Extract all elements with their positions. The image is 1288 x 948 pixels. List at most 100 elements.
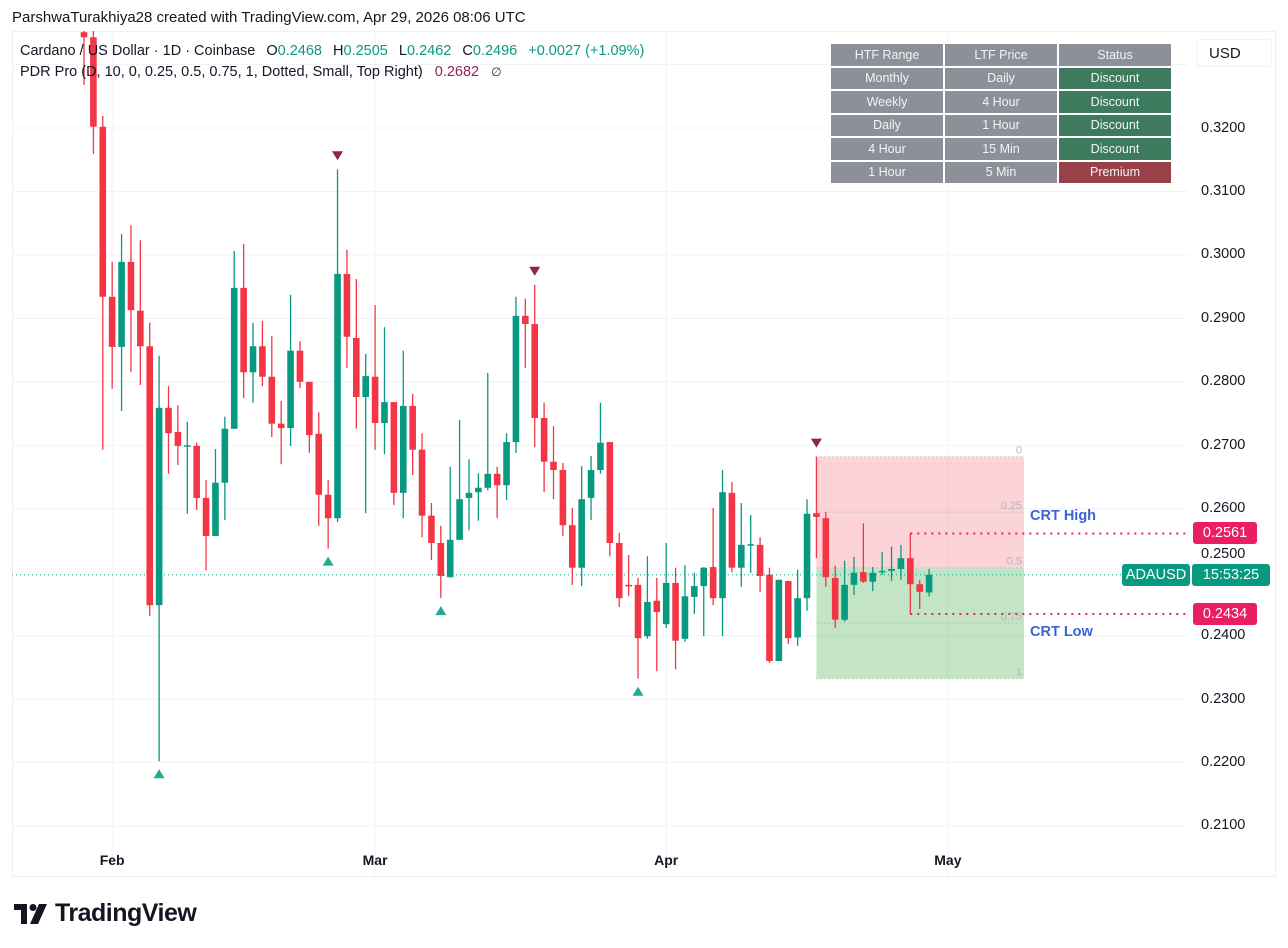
table-header: HTF Range [831,44,943,66]
logo-text: TradingView [55,899,197,927]
candle-bearish [80,31,88,85]
candle-bearish [568,508,576,585]
candle-bullish [925,568,933,597]
candle-bullish [249,322,257,403]
candle-bearish [90,31,97,155]
candle-bullish [794,569,801,646]
indicator-value: 0.2682 [434,64,480,80]
candle-body [512,315,520,443]
candle-body [446,539,454,578]
candle-bullish [503,433,510,500]
currency-button[interactable]: USD [1196,39,1272,67]
candle-bearish [822,511,830,587]
tradingview-logo[interactable]: TradingView [14,899,197,928]
candle-bearish [418,433,426,538]
legend-symbol-row: Cardano / US Dollar · 1D · Coinbase O0.2… [20,41,644,62]
candle-body [691,586,698,597]
candle-bearish [202,480,210,571]
candle-body [869,572,877,582]
pdr-level-label: 1 [1016,667,1022,679]
candle-body [719,492,726,599]
candle-bullish [287,294,294,446]
candle-bullish [399,350,407,519]
candle-body [803,513,811,599]
table-row: Weekly 4 Hour Discount [831,91,1171,113]
candle-body [841,584,848,620]
candle-body [484,473,492,488]
candle-body [399,405,407,493]
candle-body [390,402,398,493]
price-axis-label: 0.2800 [1201,373,1246,390]
candle-body [662,582,670,625]
candle-bullish [644,556,651,639]
candle-bearish [296,341,304,389]
candle-body [775,579,783,661]
candle-body [625,584,632,587]
candle-body [531,324,539,418]
table-row: 4 Hour 15 Min Discount [831,138,1171,160]
candle-body [709,567,717,599]
plot-area: 0 0.25 0.5 0.75 1 [12,31,1188,779]
candle-bearish [784,581,792,644]
candle-body [644,601,651,637]
candle-bearish [860,523,867,583]
candle-bearish [709,508,717,606]
price-axis-label: 0.2700 [1201,436,1246,453]
candle-body [860,572,867,582]
candle-bullish [850,556,858,595]
pivot-high-down-triangle-icon [529,266,541,276]
candle-body [672,582,679,641]
candle-bullish [700,567,708,637]
candle-body [503,442,510,486]
candle-body [371,376,379,424]
candle-bullish [878,551,886,575]
candle-bearish [728,482,736,573]
candle-body [878,570,886,573]
candle-body [813,513,820,517]
candle-bullish [747,515,754,573]
candle-bullish [897,544,905,580]
candle-bearish [193,442,200,510]
crt-high-price-tag: 0.2561 [1193,522,1257,544]
pivot-high-down-triangle-icon [332,151,344,161]
candle-bearish [756,537,764,592]
candle-bearish [371,305,379,450]
symbol-title[interactable]: Cardano / US Dollar · 1D · Coinbase [20,43,256,59]
candle-bearish [615,532,623,608]
candle-bearish [437,525,445,599]
candle-bearish [277,400,285,465]
chart-pane[interactable] [12,31,1276,877]
crt-low-price-tag: 0.2434 [1193,603,1257,625]
candle-body [90,37,97,127]
candle-body [165,407,172,434]
crt-low-label: CRT Low [1030,624,1093,640]
candle-body [784,581,792,639]
candle-body [888,568,895,571]
candle-body [268,376,276,424]
candle-bearish [634,577,642,679]
candle-body [362,376,369,398]
candle-body [597,442,604,470]
table-header: Status [1059,44,1171,66]
pdr-level-label: 0 [1016,445,1022,457]
htf-cell: 1 Hour [831,161,943,183]
price-axis-label: 0.2900 [1201,309,1246,326]
candle-bearish [550,426,557,500]
open-label: O [266,43,278,59]
candle-body [174,431,182,446]
candle-body [794,598,801,638]
candle-body [108,296,116,347]
candle-bullish [183,421,191,514]
candle-bearish [831,565,839,628]
candle-body [212,482,219,536]
status-cell: Discount [1059,138,1171,160]
candle-bearish [99,115,107,450]
indicator-title[interactable]: PDR Pro (D, 10, 0, 0.25, 0.5, 0.75, 1, D… [20,64,423,80]
candle-bearish [428,502,435,561]
tradingview-logo-icon [14,903,47,924]
candle-body [738,544,745,568]
candle-bearish [240,244,247,399]
candle-bullish [212,449,219,536]
candle-body [831,577,839,620]
